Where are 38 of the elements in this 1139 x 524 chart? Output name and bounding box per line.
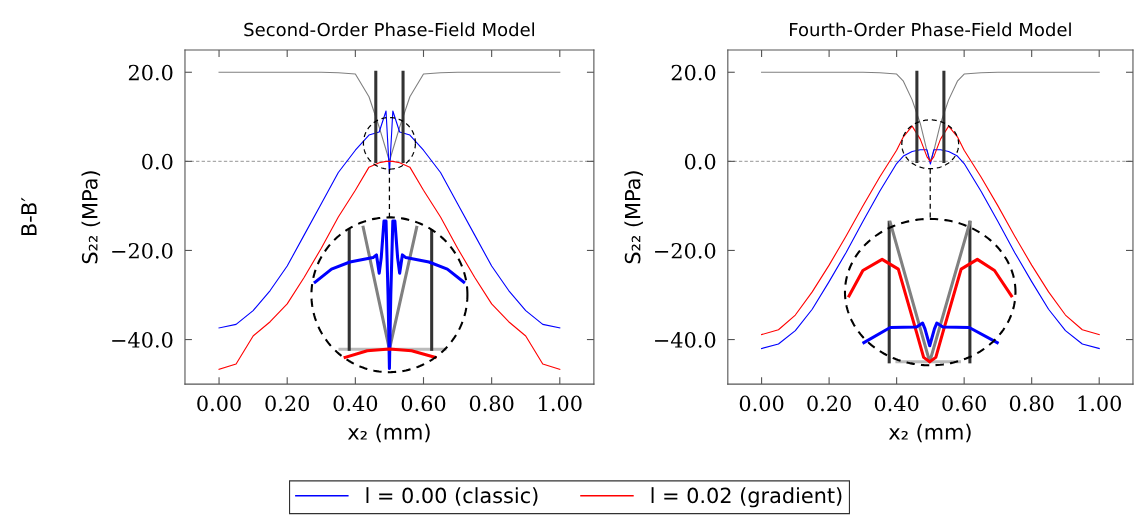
y-tick-label: 0.0 bbox=[684, 153, 716, 170]
line-series bbox=[313, 219, 466, 371]
x-tick-label: 0.00 bbox=[197, 395, 241, 412]
x-tick-label: 0.80 bbox=[469, 395, 514, 412]
legend-label: l = 0.02 (gradient) bbox=[651, 487, 842, 508]
x-tick-label: 1.00 bbox=[1078, 395, 1122, 412]
line-series bbox=[862, 321, 999, 348]
y-tick-label: 20.0 bbox=[128, 64, 173, 81]
line-series bbox=[761, 149, 1100, 350]
y-axis-title: S₂₂ (MPa) bbox=[624, 171, 643, 264]
line-series bbox=[761, 71, 1100, 162]
y-tick-label: 20.0 bbox=[671, 64, 716, 81]
line-series bbox=[218, 160, 561, 370]
x-tick-label: 0.00 bbox=[739, 395, 784, 412]
x-tick-label: 0.20 bbox=[265, 395, 310, 412]
y-tick-label: 0.0 bbox=[142, 153, 173, 170]
line-series bbox=[218, 71, 561, 162]
line-series bbox=[761, 125, 1100, 336]
x-tick-label: 0.40 bbox=[333, 395, 378, 412]
text: B-B′ bbox=[21, 197, 37, 236]
x-tick-label: 0.20 bbox=[807, 395, 851, 412]
x-axis-title: x₂ (mm) bbox=[347, 423, 430, 443]
x-tick-label: 0.40 bbox=[874, 395, 919, 412]
x-tick-label: 0.60 bbox=[401, 395, 446, 412]
line-series bbox=[218, 110, 561, 329]
chart-title: Second-Order Phase-Field Model bbox=[244, 22, 535, 37]
x-tick-label: 1.00 bbox=[539, 395, 582, 412]
y-tick-label: −40.0 bbox=[655, 332, 716, 348]
x-tick-label: 0.60 bbox=[942, 395, 986, 412]
y-tick-label: −40.0 bbox=[112, 332, 173, 348]
y-axis-title: S₂₂ (MPa) bbox=[81, 171, 101, 264]
line-series bbox=[847, 257, 1013, 364]
legend-label: l = 0.00 (classic) bbox=[366, 487, 538, 506]
chart-title: Fourth-Order Phase-Field Model bbox=[790, 22, 1071, 37]
y-tick-label: −20.0 bbox=[655, 242, 716, 259]
x-axis-title: x₂ (mm) bbox=[888, 423, 971, 443]
x-tick-label: 0.80 bbox=[1009, 395, 1054, 412]
y-tick-label: −20.0 bbox=[112, 242, 173, 259]
